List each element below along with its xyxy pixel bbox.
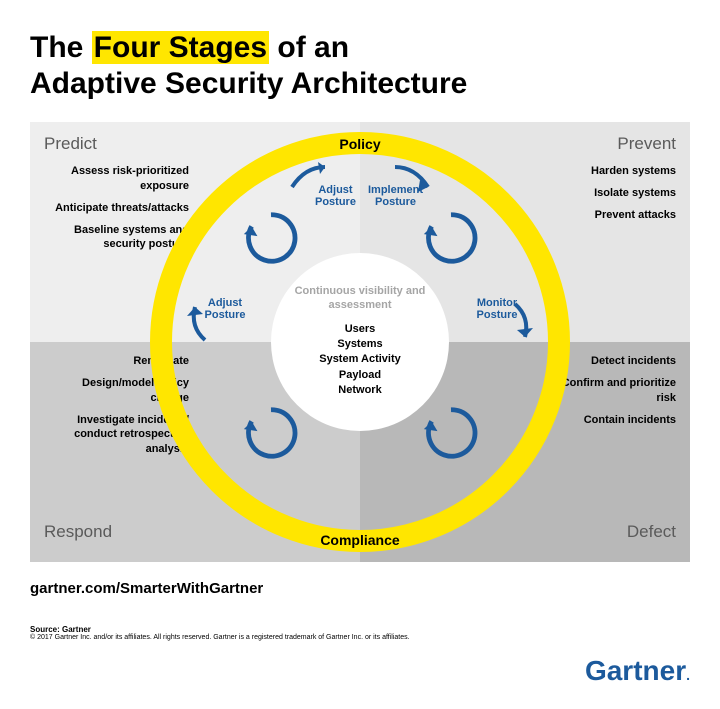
predict-item: Anticipate threats/attacks [54, 201, 189, 216]
title-post: of an [269, 31, 349, 64]
title-line2: Adaptive Security Architecture [30, 67, 467, 100]
logo-text: Gartner [585, 655, 686, 686]
loop-icon [240, 402, 302, 464]
quadrant-items-predict: Assess risk-prioritized exposure Anticip… [54, 164, 189, 252]
gartner-logo: Gartner. [585, 655, 690, 687]
loop-icon [420, 207, 482, 269]
footer: gartner.com/SmarterWithGartner Source: G… [30, 580, 690, 641]
prevent-item: Prevent attacks [541, 208, 676, 223]
loop-icon [420, 402, 482, 464]
footer-copyright: © 2017 Gartner Inc. and/or its affiliate… [30, 634, 690, 641]
prevent-item: Harden systems [541, 164, 676, 179]
predict-item: Assess risk-prioritized exposure [54, 164, 189, 194]
defect-item: Contain incidents [541, 413, 676, 428]
center-item: Network [319, 383, 401, 398]
center-heading: Continuous visibility and assessment [283, 285, 437, 311]
center-item: System Activity [319, 352, 401, 367]
center-item: Payload [319, 368, 401, 383]
quadrant-items-prevent: Harden systems Isolate systems Prevent a… [541, 164, 676, 223]
quadrant-title-respond: Respond [44, 522, 112, 542]
title-pre: The [30, 31, 92, 64]
posture-label-implement: ImplementPosture [368, 184, 423, 208]
footer-url: gartner.com/SmarterWithGartner [30, 580, 690, 597]
center-items: Users Systems System Activity Payload Ne… [319, 322, 401, 399]
diagram: Predict Assess risk-prioritized exposure… [30, 122, 690, 562]
posture-label-monitor: MonitorPosture [472, 297, 522, 321]
page-title: The Four Stages of an Adaptive Security … [30, 30, 690, 102]
predict-item: Baseline systems and security posture [54, 223, 189, 253]
ring-label-compliance: Compliance [320, 532, 399, 548]
posture-label-adjust-left: AdjustPosture [200, 297, 250, 321]
center-item: Systems [319, 337, 401, 352]
title-highlight: Four Stages [92, 31, 269, 64]
loop-icon [240, 207, 302, 269]
ring-label-policy: Policy [339, 136, 380, 152]
posture-label-adjust: AdjustPosture [315, 184, 356, 208]
center-item: Users [319, 322, 401, 337]
quadrant-title-defect: Defect [627, 522, 676, 542]
footer-source: Source: Gartner [30, 625, 690, 634]
prevent-item: Isolate systems [541, 186, 676, 201]
